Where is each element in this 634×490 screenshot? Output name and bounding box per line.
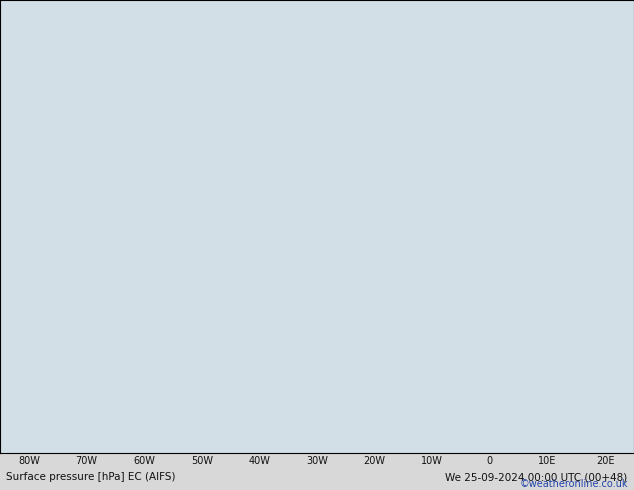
Text: 30W: 30W bbox=[306, 456, 328, 466]
Text: 20W: 20W bbox=[364, 456, 385, 466]
Text: 0: 0 bbox=[487, 456, 493, 466]
Text: 70W: 70W bbox=[75, 456, 98, 466]
Text: 10W: 10W bbox=[422, 456, 443, 466]
Text: Surface pressure [hPa] EC (AIFS): Surface pressure [hPa] EC (AIFS) bbox=[6, 472, 176, 482]
Text: ©weatheronline.co.uk: ©weatheronline.co.uk bbox=[519, 479, 628, 489]
Text: 10E: 10E bbox=[538, 456, 557, 466]
Text: 60W: 60W bbox=[133, 456, 155, 466]
Text: 50W: 50W bbox=[191, 456, 213, 466]
Text: 40W: 40W bbox=[249, 456, 270, 466]
Text: 80W: 80W bbox=[18, 456, 40, 466]
Text: We 25-09-2024 00:00 UTC (00+48): We 25-09-2024 00:00 UTC (00+48) bbox=[446, 472, 628, 482]
Text: 20E: 20E bbox=[596, 456, 614, 466]
